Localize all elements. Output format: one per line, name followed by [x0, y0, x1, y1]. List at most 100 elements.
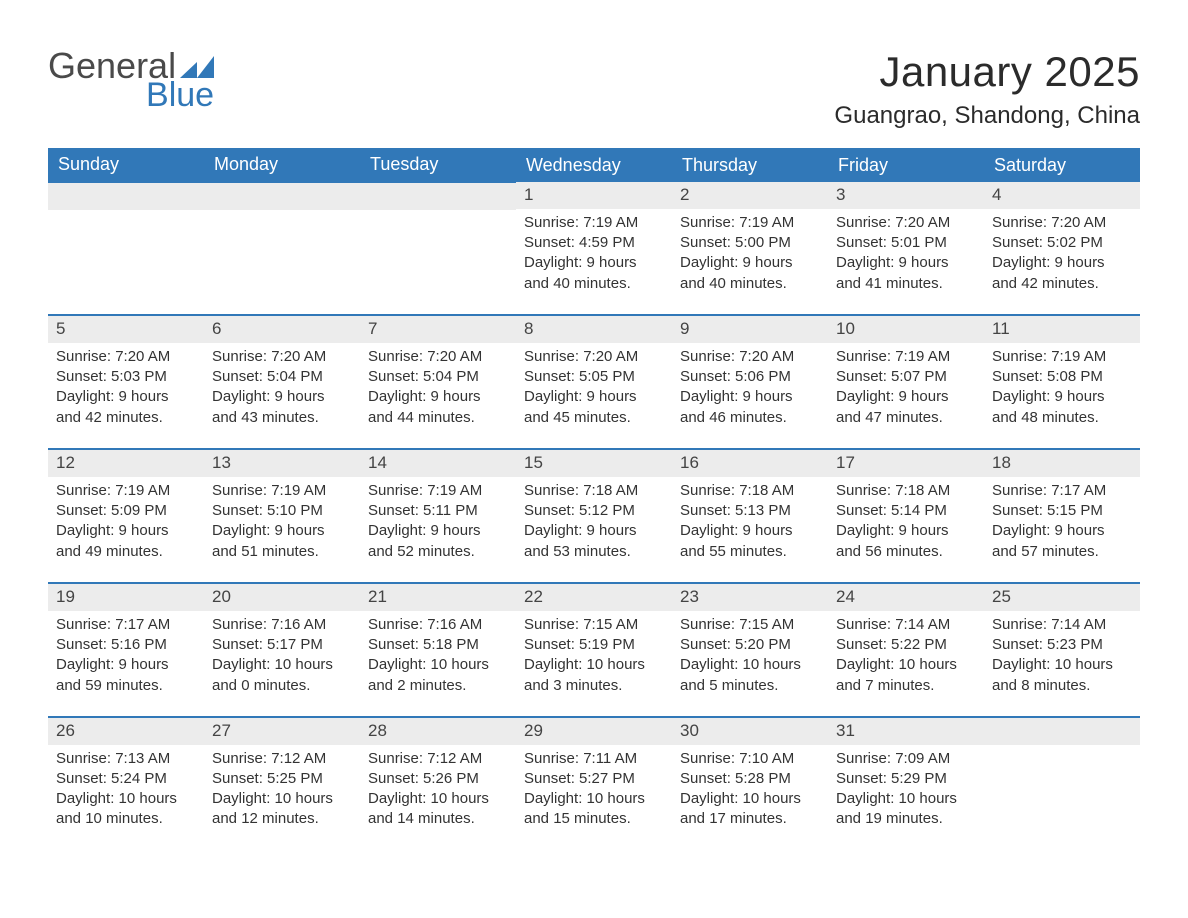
- daylight-line: Daylight: 10 hours and 12 minutes.: [212, 790, 333, 827]
- day-number: 23: [672, 584, 828, 611]
- daylight-line: Daylight: 9 hours and 46 minutes.: [680, 388, 793, 425]
- calendar-cell: 30 Sunrise: 7:10 AMSunset: 5:28 PMDayligh…: [672, 717, 828, 850]
- day-number: 1: [516, 182, 672, 209]
- calendar-cell: 26Sunrise: 7:13 AMSunset: 5:24 PMDayligh…: [48, 717, 204, 850]
- day-details: Sunrise: 7:10 AMSunset: 5:28 PMDaylight:…: [680, 749, 820, 830]
- day-number: 21: [360, 584, 516, 611]
- daylight-line: Daylight: 9 hours and 42 minutes.: [56, 388, 169, 425]
- sunset-line: Sunset: 5:24 PM: [56, 770, 167, 787]
- calendar-cell: 21 Sunrise: 7:16 AMSunset: 5:18 PMDayligh…: [360, 583, 516, 717]
- sunrise-line: Sunrise: 7:17 AM: [56, 616, 170, 633]
- sunrise-line: Sunrise: 7:18 AM: [524, 482, 638, 499]
- calendar-row: 1Sunrise: 7:19 AMSunset: 4:59 PMDaylight…: [48, 182, 1140, 315]
- weekday-header-row: Sunday Monday Tuesday Wednesday Thursday…: [48, 148, 1140, 182]
- sunrise-line: Sunrise: 7:15 AM: [680, 616, 794, 633]
- day-number: 11: [984, 316, 1140, 343]
- weekday-header: Tuesday: [360, 148, 516, 182]
- calendar-cell: 7Sunrise: 7:20 AMSunset: 5:04 PMDaylight…: [360, 315, 516, 449]
- day-number: 6: [204, 316, 360, 343]
- calendar-cell: 20Sunrise: 7:16 AMSunset: 5:17 PMDayligh…: [204, 583, 360, 717]
- day-details: Sunrise: 7:17 AMSunset: 5:16 PMDaylight:…: [56, 615, 196, 696]
- month-title: January 2025: [834, 48, 1140, 96]
- daylight-line: Daylight: 9 hours and 47 minutes.: [836, 388, 949, 425]
- daylight-line: Daylight: 10 hours and 0 minutes.: [212, 656, 333, 693]
- sunset-line: Sunset: 5:07 PM: [836, 368, 947, 385]
- sunrise-line: Sunrise: 7:14 AM: [992, 616, 1106, 633]
- location-label: Guangrao, Shandong, China: [834, 102, 1140, 130]
- day-details: Sunrise: 7:12 AMSunset: 5:25 PMDaylight:…: [212, 749, 352, 830]
- calendar-cell: 22Sunrise: 7:15 AMSunset: 5:19 PMDayligh…: [516, 583, 672, 717]
- weekday-header: Saturday: [984, 148, 1140, 182]
- calendar-cell: 13Sunrise: 7:19 AMSunset: 5:10 PMDayligh…: [204, 449, 360, 583]
- sunrise-line: Sunrise: 7:19 AM: [836, 348, 950, 365]
- day-details: Sunrise: 7:19 AM Sunset: 5:10 PM Daylight:…: [212, 481, 352, 562]
- calendar-row: 5Sunrise: 7:20 AMSunset: 5:03 PMDaylight…: [48, 315, 1140, 449]
- sunrise-line: Sunrise: 7:13 AM: [56, 750, 170, 767]
- day-details: Sunrise: 7:15 AMSunset: 5:19 PMDaylight:…: [524, 615, 664, 696]
- daylight-line: Daylight: 9 hours and 48 minutes.: [992, 388, 1105, 425]
- sunrise-line: Sunrise: 7:18 AM: [680, 482, 794, 499]
- day-number: 10: [828, 316, 984, 343]
- weekday-header: Monday: [204, 148, 360, 182]
- day-number: 2: [672, 182, 828, 209]
- daylight-line: Daylight: 10 hours and 5 minutes.: [680, 656, 801, 693]
- day-details: Sunrise: 7:20 AMSunset: 5:04 PMDaylight:…: [368, 347, 508, 428]
- day-details: Sunrise: 7:16 AMSunset: 5:18 PMDaylight:…: [368, 615, 508, 696]
- sunrise-line: Sunrise: 7:20 AM: [368, 348, 482, 365]
- day-details: Sunrise: 7:18 AMSunset: 5:12 PMDaylight:…: [524, 481, 664, 562]
- sunrise-line: Sunrise: 7:15 AM: [524, 616, 638, 633]
- calendar-cell: 16Sunrise: 7:18 AMSunset: 5:13 PMDayligh…: [672, 449, 828, 583]
- daylight-line: Daylight: 9 hours and 59 minutes.: [56, 656, 169, 693]
- daylight-line: Daylight: 9 hours and 57 minutes.: [992, 522, 1105, 559]
- calendar-cell-blank: [984, 717, 1140, 850]
- weekday-header: Sunday: [48, 148, 204, 182]
- sunset-line: Sunset: 5:04 PM: [212, 368, 323, 385]
- sunrise-line: Sunrise: 7:19 AM: [212, 482, 326, 499]
- daylight-line: Daylight: 9 hours and 49 minutes.: [56, 522, 169, 559]
- sunrise-line: Sunrise: 7:20 AM: [680, 348, 794, 365]
- day-number: 15: [516, 450, 672, 477]
- day-number: 4: [984, 182, 1140, 209]
- header: General Blue January 2025 Guangrao, Shan…: [48, 48, 1140, 130]
- sunrise-line: Sunrise: 7:20 AM: [524, 348, 638, 365]
- daylight-line: Daylight: 10 hours and 8 minutes.: [992, 656, 1113, 693]
- sunset-line: Sunset: 5:09 PM: [56, 502, 167, 519]
- sunset-line: Sunset: 5:02 PM: [992, 234, 1103, 251]
- day-details: Sunrise: 7:20 AMSunset: 5:02 PMDaylight:…: [992, 213, 1132, 294]
- day-number: 25: [984, 584, 1140, 611]
- daylight-line: Daylight: 9 hours and 41 minutes.: [836, 254, 949, 291]
- sunset-line: Sunset: 5:10 PM: [212, 502, 323, 519]
- daylight-line: Daylight: 9 hours and 40 minutes.: [524, 254, 637, 291]
- sunrise-line: Sunrise: 7:11 AM: [524, 750, 637, 767]
- sunset-line: Sunset: 5:29 PM: [836, 770, 947, 787]
- sunset-line: Sunset: 5:12 PM: [524, 502, 635, 519]
- day-details: Sunrise: 7:19 AM Sunset: 5:08 PM Daylight:…: [992, 347, 1132, 428]
- daylight-line: Daylight: 9 hours and 55 minutes.: [680, 522, 793, 559]
- day-number: 9: [672, 316, 828, 343]
- calendar-cell: 15Sunrise: 7:18 AMSunset: 5:12 PMDayligh…: [516, 449, 672, 583]
- sunset-line: Sunset: 5:08 PM: [992, 368, 1103, 385]
- daylight-line: Daylight: 9 hours and 45 minutes.: [524, 388, 637, 425]
- calendar-cell: 3Sunrise: 7:20 AMSunset: 5:01 PMDaylight…: [828, 182, 984, 315]
- day-number: 29: [516, 718, 672, 745]
- weekday-header: Friday: [828, 148, 984, 182]
- day-details: Sunrise: 7:12 AMSunset: 5:26 PMDaylight:…: [368, 749, 508, 830]
- day-details: Sunrise: 7:15 AMSunset: 5:20 PMDaylight:…: [680, 615, 820, 696]
- day-details: Sunrise: 7:20 AMSunset: 5:06 PMDaylight:…: [680, 347, 820, 428]
- daylight-line: Daylight: 10 hours and 10 minutes.: [56, 790, 177, 827]
- day-details: Sunrise: 7:19 AM Sunset: 5:07 PM Daylight:…: [836, 347, 976, 428]
- day-number-strip: [360, 183, 516, 210]
- day-details: Sunrise: 7:14 AMSunset: 5:22 PMDaylight:…: [836, 615, 976, 696]
- weekday-header: Wednesday: [516, 148, 672, 182]
- sunrise-line: Sunrise: 7:19 AM: [524, 214, 638, 231]
- day-details: Sunrise: 7:11 AMSunset: 5:27 PMDaylight:…: [524, 749, 664, 830]
- day-number: 30: [672, 718, 828, 745]
- sunset-line: Sunset: 5:01 PM: [836, 234, 947, 251]
- day-details: Sunrise: 7:20 AMSunset: 5:01 PMDaylight:…: [836, 213, 976, 294]
- day-number: 27: [204, 718, 360, 745]
- sunrise-line: Sunrise: 7:19 AM: [992, 348, 1106, 365]
- daylight-line: Daylight: 10 hours and 14 minutes.: [368, 790, 489, 827]
- daylight-line: Daylight: 9 hours and 51 minutes.: [212, 522, 325, 559]
- calendar-cell: 27 Sunrise: 7:12 AMSunset: 5:25 PMDayligh…: [204, 717, 360, 850]
- sunrise-line: Sunrise: 7:12 AM: [368, 750, 482, 767]
